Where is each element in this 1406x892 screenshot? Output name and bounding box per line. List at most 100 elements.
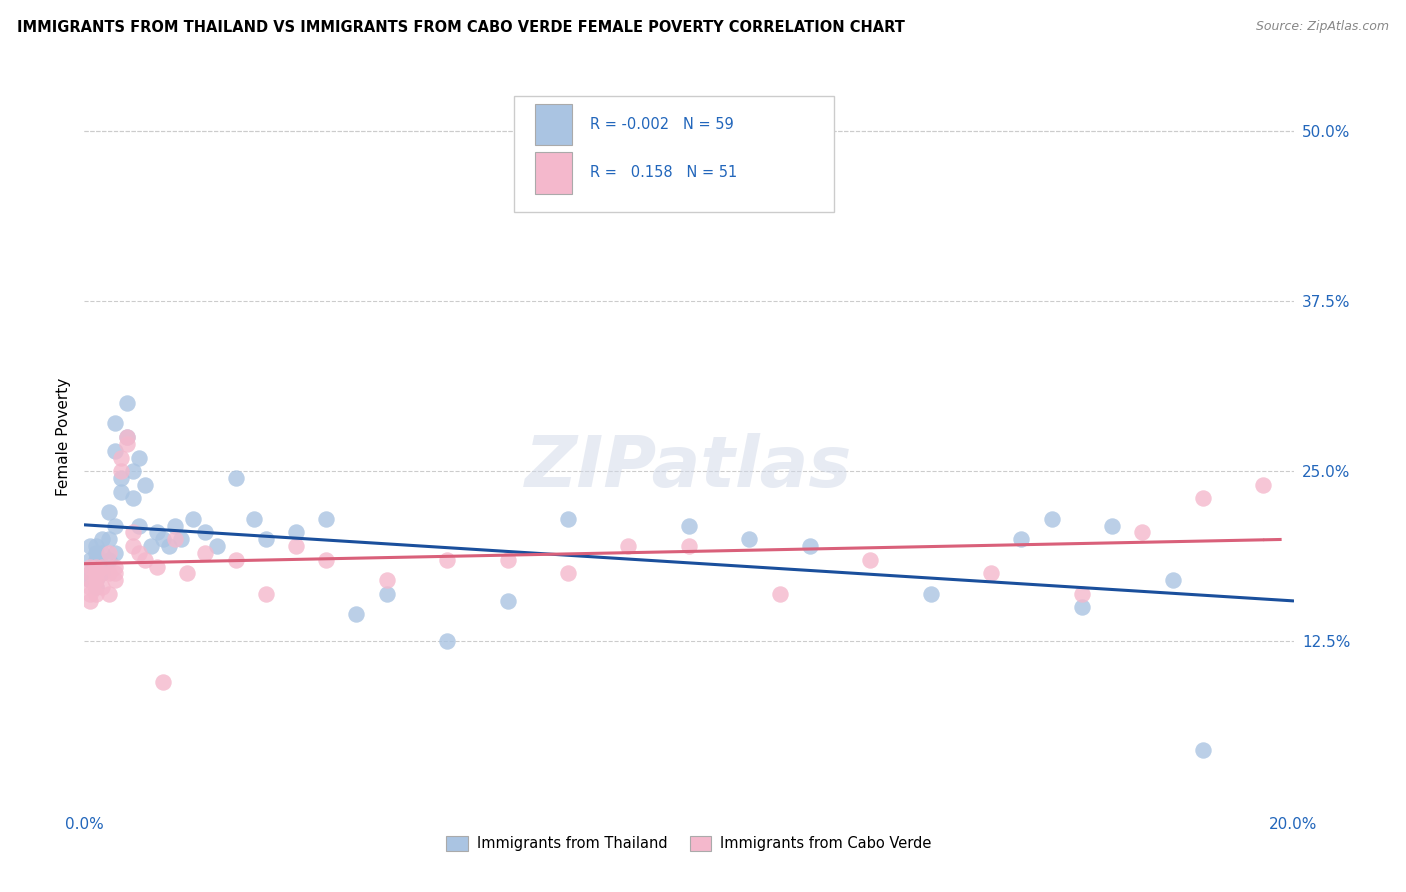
Point [375, 573, 398, 587]
Point [254, 533, 277, 547]
Point [285, 525, 308, 540]
Point [194, 525, 217, 540]
Point [79, 573, 101, 587]
Point [678, 518, 700, 533]
Point [496, 593, 519, 607]
Point [1040, 512, 1063, 526]
Point [1130, 525, 1153, 540]
Point [86, 559, 108, 574]
Point [152, 533, 174, 547]
Point [91, 566, 114, 581]
Point [97, 533, 120, 547]
Point [557, 566, 579, 581]
Point [799, 539, 821, 553]
Legend: Immigrants from Thailand, Immigrants from Cabo Verde: Immigrants from Thailand, Immigrants fro… [440, 830, 938, 857]
FancyBboxPatch shape [513, 96, 834, 212]
Point [110, 464, 132, 478]
Point [86, 566, 108, 581]
Point [79, 552, 101, 566]
Point [678, 539, 700, 553]
Point [79, 573, 101, 587]
Point [557, 512, 579, 526]
Point [242, 512, 264, 526]
Point [110, 450, 132, 465]
Point [146, 525, 169, 540]
Point [79, 559, 101, 574]
Point [91, 559, 114, 574]
Point [79, 587, 101, 601]
Point [152, 675, 174, 690]
Point [91, 566, 114, 581]
Point [738, 533, 761, 547]
Point [115, 437, 138, 451]
Point [97, 552, 120, 566]
Point [980, 566, 1002, 581]
Point [79, 566, 101, 581]
Point [79, 580, 101, 594]
Point [315, 552, 337, 566]
Point [115, 430, 138, 444]
Point [104, 573, 127, 587]
Text: R =   0.158   N = 51: R = 0.158 N = 51 [589, 165, 737, 180]
Point [121, 491, 143, 506]
Point [1011, 533, 1033, 547]
Point [617, 539, 640, 553]
Point [436, 552, 458, 566]
Point [859, 552, 882, 566]
Bar [536, 103, 572, 145]
Point [1161, 573, 1184, 587]
Point [79, 593, 101, 607]
Point [104, 443, 127, 458]
Point [86, 552, 108, 566]
Point [79, 566, 101, 581]
Point [104, 566, 127, 581]
Point [97, 546, 120, 560]
Point [134, 552, 156, 566]
Point [79, 539, 101, 553]
Point [496, 552, 519, 566]
Point [86, 566, 108, 581]
Point [86, 580, 108, 594]
Point [1071, 600, 1094, 615]
Point [165, 533, 187, 547]
Point [110, 484, 132, 499]
Point [97, 566, 120, 581]
Text: IMMIGRANTS FROM THAILAND VS IMMIGRANTS FROM CABO VERDE FEMALE POVERTY CORRELATIO: IMMIGRANTS FROM THAILAND VS IMMIGRANTS F… [17, 20, 904, 35]
Point [86, 573, 108, 587]
Point [285, 539, 308, 553]
Y-axis label: Female Poverty: Female Poverty [56, 378, 72, 496]
Text: R = -0.002   N = 59: R = -0.002 N = 59 [589, 117, 734, 132]
Point [346, 607, 368, 622]
Point [225, 471, 247, 485]
Point [146, 559, 169, 574]
Point [91, 580, 114, 594]
Point [110, 471, 132, 485]
Point [207, 539, 229, 553]
Point [104, 546, 127, 560]
Point [128, 518, 150, 533]
Point [170, 533, 193, 547]
Point [86, 580, 108, 594]
Point [86, 539, 108, 553]
Point [1192, 743, 1215, 757]
Point [1101, 518, 1123, 533]
Point [315, 512, 337, 526]
Point [165, 518, 187, 533]
Point [436, 634, 458, 648]
Bar [536, 153, 572, 194]
Point [91, 546, 114, 560]
Point [176, 566, 198, 581]
Point [769, 587, 792, 601]
Point [104, 559, 127, 574]
Point [86, 587, 108, 601]
Point [86, 546, 108, 560]
Point [121, 539, 143, 553]
Point [104, 518, 127, 533]
Point [97, 505, 120, 519]
Point [920, 587, 942, 601]
Point [115, 430, 138, 444]
Point [157, 539, 180, 553]
Point [1253, 477, 1275, 491]
Point [194, 546, 217, 560]
Point [375, 587, 398, 601]
